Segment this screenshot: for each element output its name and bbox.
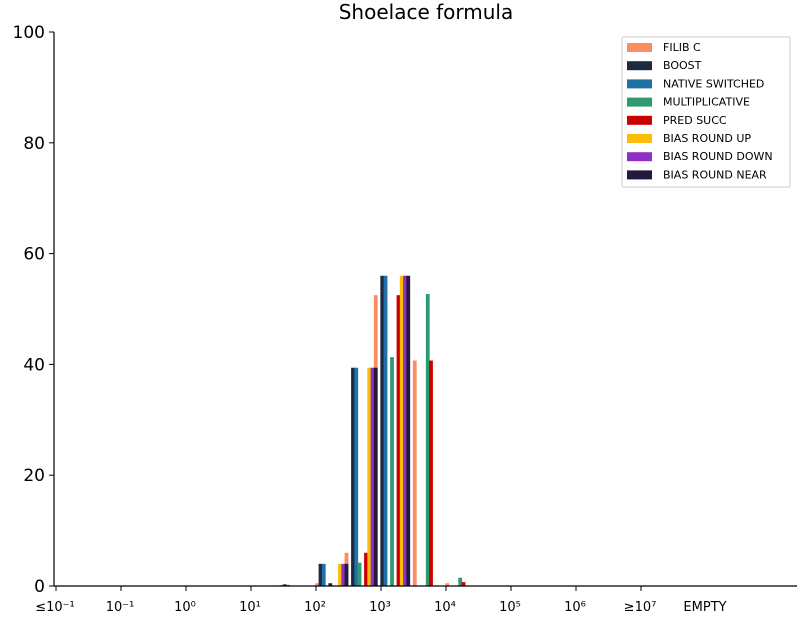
series-bias-round-near [328,275,411,586]
y-tick-label: 40 [23,355,45,375]
legend-item: BIAS ROUND UP [627,132,751,145]
x-tick-label: 10⁻¹ [106,600,135,615]
legend-swatch [627,43,652,52]
bar [341,563,346,586]
legend-item: PRED SUCC [627,114,727,127]
bar [351,367,355,586]
x-tick-label: 10⁶ [564,600,586,615]
x-tick-label: 10⁴ [434,600,456,615]
legend-label: MULTIPLICATIVE [663,96,750,109]
bar [383,275,388,586]
legend-swatch [627,152,652,162]
bar [282,584,287,586]
bar [338,563,342,586]
legend-swatch [627,97,652,107]
bar [321,563,326,586]
series-pred-succ [364,295,466,586]
bar [461,582,466,586]
legend-swatch [627,170,652,180]
y-tick-label: 0 [34,577,45,597]
series-bias-round-down [341,275,407,586]
legend-item: BOOST [627,59,702,72]
x-tick-label: 10⁰ [174,600,196,615]
legend-swatch [627,79,652,89]
bar [425,294,430,586]
series-multiplicative [357,294,463,586]
bar [373,367,378,586]
bar [429,360,433,586]
bar [370,367,375,586]
bar [367,367,372,586]
legend-item: BIAS ROUND NEAR [627,168,767,181]
bar [315,583,320,586]
x-tick-label: 10⁵ [499,600,521,615]
plot-area: 0 20 40 60 80 100 ≤10⁻¹ 10⁻¹ 10⁰ 10¹ 10² 10³ 10⁴ 10⁵ 1… [13,23,797,615]
chart-title: Shoelace formula [339,0,514,24]
legend-label: BIAS ROUND UP [663,132,751,145]
x-tick-label: ≤10⁻¹ [35,600,75,615]
y-tick-label: 60 [23,245,45,265]
legend-frame [621,36,791,188]
bar [344,563,349,586]
bar [354,367,359,586]
x-tick-label: 10¹ [239,600,261,615]
legend-item: FILIB C [627,41,701,54]
series-bias-round-up [338,275,404,586]
bar [328,583,333,586]
legend-item: NATIVE SWITCHED [627,77,764,90]
bar [412,360,417,586]
series-filib-c [279,295,450,586]
bar [357,562,362,586]
legend-label: BIAS ROUND DOWN [663,150,773,163]
legend-label: BIAS ROUND NEAR [663,168,767,181]
legend-label: NATIVE SWITCHED [663,77,764,90]
x-tick-label: ≥10⁷ [624,600,657,615]
bar [399,275,404,586]
legend-item: MULTIPLICATIVE [627,96,750,109]
bar [458,577,463,586]
y-tick-label: 20 [23,466,45,486]
bar [406,275,411,586]
bar [390,357,394,586]
legend-item: BIAS ROUND DOWN [627,150,773,163]
y-tick-label: 80 [23,134,45,154]
legend-label: PRED SUCC [663,114,727,127]
bar [396,295,401,586]
bar [445,583,450,586]
legend-label: BOOST [663,59,702,72]
legend-label: FILIB C [663,41,701,54]
x-tick-label: 10³ [369,600,391,615]
x-tick-label: 10² [304,600,326,615]
legend-swatch [627,115,652,125]
bar [318,563,323,586]
bar [380,275,385,586]
legend: FILIB C BOOST NATIVE SWITCHED MULTIPLICATIV… [621,36,791,188]
legend-swatch [627,134,652,143]
y-tick-label: 100 [13,23,45,43]
bar [364,552,368,586]
bar [403,275,407,586]
legend-swatch [627,61,652,71]
x-tick-label: EMPTY [683,600,726,615]
series-boost [282,275,385,586]
